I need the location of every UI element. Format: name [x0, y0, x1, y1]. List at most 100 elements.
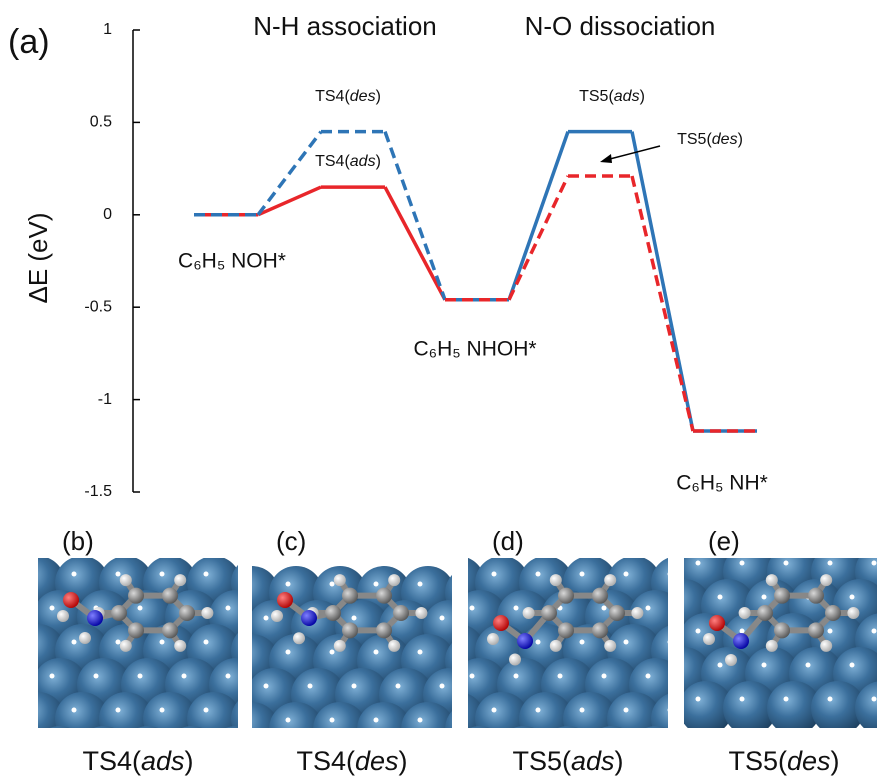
slab-highlight — [352, 616, 357, 621]
slab-highlight — [580, 572, 585, 577]
slab-atom — [423, 736, 477, 783]
h-atom — [509, 653, 521, 665]
slab-atom — [629, 726, 683, 780]
slab-highlight — [440, 752, 445, 757]
slab-highlight — [602, 674, 607, 679]
slab-highlight — [242, 718, 247, 723]
slab-highlight — [536, 708, 541, 713]
slab-highlight — [462, 718, 467, 723]
slab-highlight — [396, 684, 401, 689]
slab-highlight — [50, 674, 55, 679]
slab-highlight — [116, 708, 121, 713]
slab-highlight — [762, 663, 767, 668]
h-atom — [604, 574, 616, 586]
h-atom — [820, 574, 832, 586]
c-atom — [128, 588, 144, 604]
slab-highlight — [690, 742, 695, 747]
panel-label: (d) — [492, 526, 524, 556]
slab-highlight — [160, 708, 165, 713]
slab-highlight — [668, 572, 673, 577]
slab-highlight — [624, 708, 629, 713]
slab-highlight — [72, 640, 77, 645]
slab-highlight — [138, 674, 143, 679]
slab-highlight — [470, 606, 475, 611]
slab-highlight — [374, 650, 379, 655]
slab-highlight — [204, 640, 209, 645]
slab-highlight — [696, 561, 701, 566]
slab-atom — [745, 511, 799, 565]
panel-label: (c) — [276, 526, 306, 556]
slab-atom — [0, 556, 21, 610]
slab-highlight — [718, 663, 723, 668]
slab-highlight — [668, 708, 673, 713]
h-atom — [388, 640, 400, 652]
h-atom — [487, 633, 499, 645]
page: (a) N-H association N-O dissociation ΔE … — [0, 0, 877, 783]
c-atom — [774, 622, 790, 638]
c-atom — [162, 588, 178, 604]
slab-atom — [613, 511, 667, 565]
series-label: TS4(des) — [315, 88, 381, 105]
y-axis-label: ΔE (eV) — [23, 212, 53, 303]
slab-atom — [0, 658, 43, 712]
o-atom — [709, 615, 725, 631]
panel-label: (a) — [8, 23, 50, 61]
h-atom — [120, 640, 132, 652]
slab-highlight — [850, 527, 855, 532]
slab-highlight — [872, 561, 877, 566]
h-atom — [766, 574, 778, 586]
slab-highlight — [6, 606, 11, 611]
y-tick-label: -0.5 — [84, 298, 112, 315]
slab-atom — [409, 726, 463, 780]
slab-highlight — [602, 606, 607, 611]
h-atom — [550, 574, 562, 586]
slab-highlight — [872, 629, 877, 634]
slab-highlight — [286, 718, 291, 723]
slab-highlight — [264, 684, 269, 689]
slab-highlight — [286, 582, 291, 587]
h-atom — [57, 610, 69, 622]
slab-highlight — [536, 572, 541, 577]
h-atom — [271, 610, 283, 622]
c-atom — [541, 605, 557, 621]
slab-highlight — [6, 742, 11, 747]
o-atom — [493, 615, 509, 631]
slab-atom — [33, 726, 87, 780]
h-atom — [334, 640, 346, 652]
slab-highlight — [330, 650, 335, 655]
slab-highlight — [330, 582, 335, 587]
slab-highlight — [580, 708, 585, 713]
slab-highlight — [248, 640, 253, 645]
state-label: C₆H₅ NHOH* — [413, 338, 536, 361]
c-atom — [592, 622, 608, 638]
slab-highlight — [470, 674, 475, 679]
c-atom — [393, 605, 409, 621]
slab-highlight — [668, 640, 673, 645]
slab-highlight — [28, 708, 33, 713]
slab-highlight — [580, 640, 585, 645]
series-label: TS5(des) — [677, 131, 743, 148]
h-atom — [415, 607, 427, 619]
c-atom — [162, 622, 178, 638]
h-atom — [725, 654, 737, 666]
o-atom — [63, 592, 79, 608]
arrow — [606, 146, 660, 160]
slab-highlight — [116, 640, 121, 645]
slab-highlight — [308, 684, 313, 689]
h-atom — [79, 632, 91, 644]
c-atom — [808, 588, 824, 604]
slab-highlight — [50, 606, 55, 611]
slab-highlight — [740, 697, 745, 702]
c-atom — [774, 588, 790, 604]
slab-highlight — [646, 606, 651, 611]
slab-highlight — [674, 663, 679, 668]
c-atom — [558, 588, 574, 604]
y-tick-label: -1 — [98, 391, 112, 408]
c-atom — [325, 605, 341, 621]
slab-highlight — [440, 616, 445, 621]
slab-highlight — [248, 572, 253, 577]
connector — [385, 187, 445, 300]
h-atom — [523, 607, 535, 619]
slab-highlight — [762, 595, 767, 600]
c-atom — [128, 622, 144, 638]
